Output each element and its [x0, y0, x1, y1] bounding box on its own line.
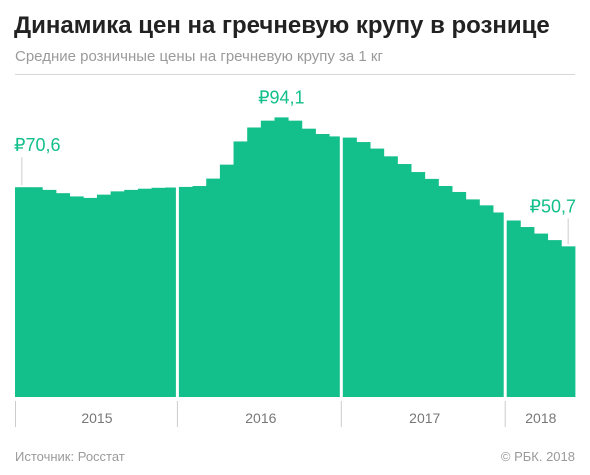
- data-label: ₽94,1: [258, 87, 305, 107]
- bar: [151, 187, 166, 397]
- bar: [192, 186, 207, 397]
- source-note: Источник: Росстат: [15, 449, 125, 464]
- bar: [288, 120, 303, 398]
- bar: [534, 233, 549, 397]
- bar: [233, 141, 248, 397]
- bar: [356, 142, 371, 397]
- bar: [506, 220, 521, 397]
- x-tick-label: 2018: [525, 410, 556, 426]
- bar: [137, 188, 152, 397]
- bar: [383, 156, 398, 397]
- bar: [42, 189, 57, 397]
- bar: [15, 187, 30, 397]
- bar: [315, 134, 330, 397]
- bar: [452, 191, 467, 397]
- bar: [561, 246, 576, 397]
- bar: [83, 197, 98, 397]
- data-label: ₽50,7: [530, 196, 577, 216]
- bar: [438, 186, 453, 397]
- chart-subtitle: Средние розничные цены на гречневую круп…: [15, 48, 383, 65]
- bar: [260, 120, 275, 398]
- bar: [465, 199, 480, 397]
- bar: [547, 240, 562, 397]
- bar: [370, 148, 385, 397]
- bar: [219, 164, 234, 397]
- chart-title: Динамика цен на гречневую крупу в розниц…: [14, 12, 550, 39]
- bar: [479, 205, 494, 397]
- bar: [329, 136, 340, 398]
- bar: [274, 117, 289, 397]
- bar: [493, 212, 504, 397]
- bar: [28, 187, 43, 397]
- bar: [301, 128, 316, 397]
- bar: [178, 186, 193, 397]
- bar: [55, 193, 71, 397]
- bar: [206, 178, 221, 397]
- x-tick-label: 2016: [245, 410, 276, 426]
- bar: [411, 172, 426, 397]
- copyright-note: © РБК. 2018: [500, 449, 575, 464]
- bar: [520, 227, 535, 397]
- bar: [247, 127, 262, 398]
- bar: [124, 189, 139, 397]
- bar: [165, 187, 176, 397]
- x-tick-label: 2017: [409, 410, 440, 426]
- bar: [110, 191, 125, 397]
- header-divider: [15, 74, 575, 75]
- bar: [342, 137, 357, 397]
- bar: [424, 178, 439, 397]
- bar: [96, 194, 112, 397]
- data-label: ₽70,6: [14, 135, 61, 155]
- bar: [397, 164, 412, 397]
- price-bar-chart: 2015 2016 2017 2018 ₽70,6 ₽94,1 ₽50,7: [14, 87, 577, 427]
- x-tick-label: 2015: [81, 410, 112, 426]
- bar: [69, 196, 84, 397]
